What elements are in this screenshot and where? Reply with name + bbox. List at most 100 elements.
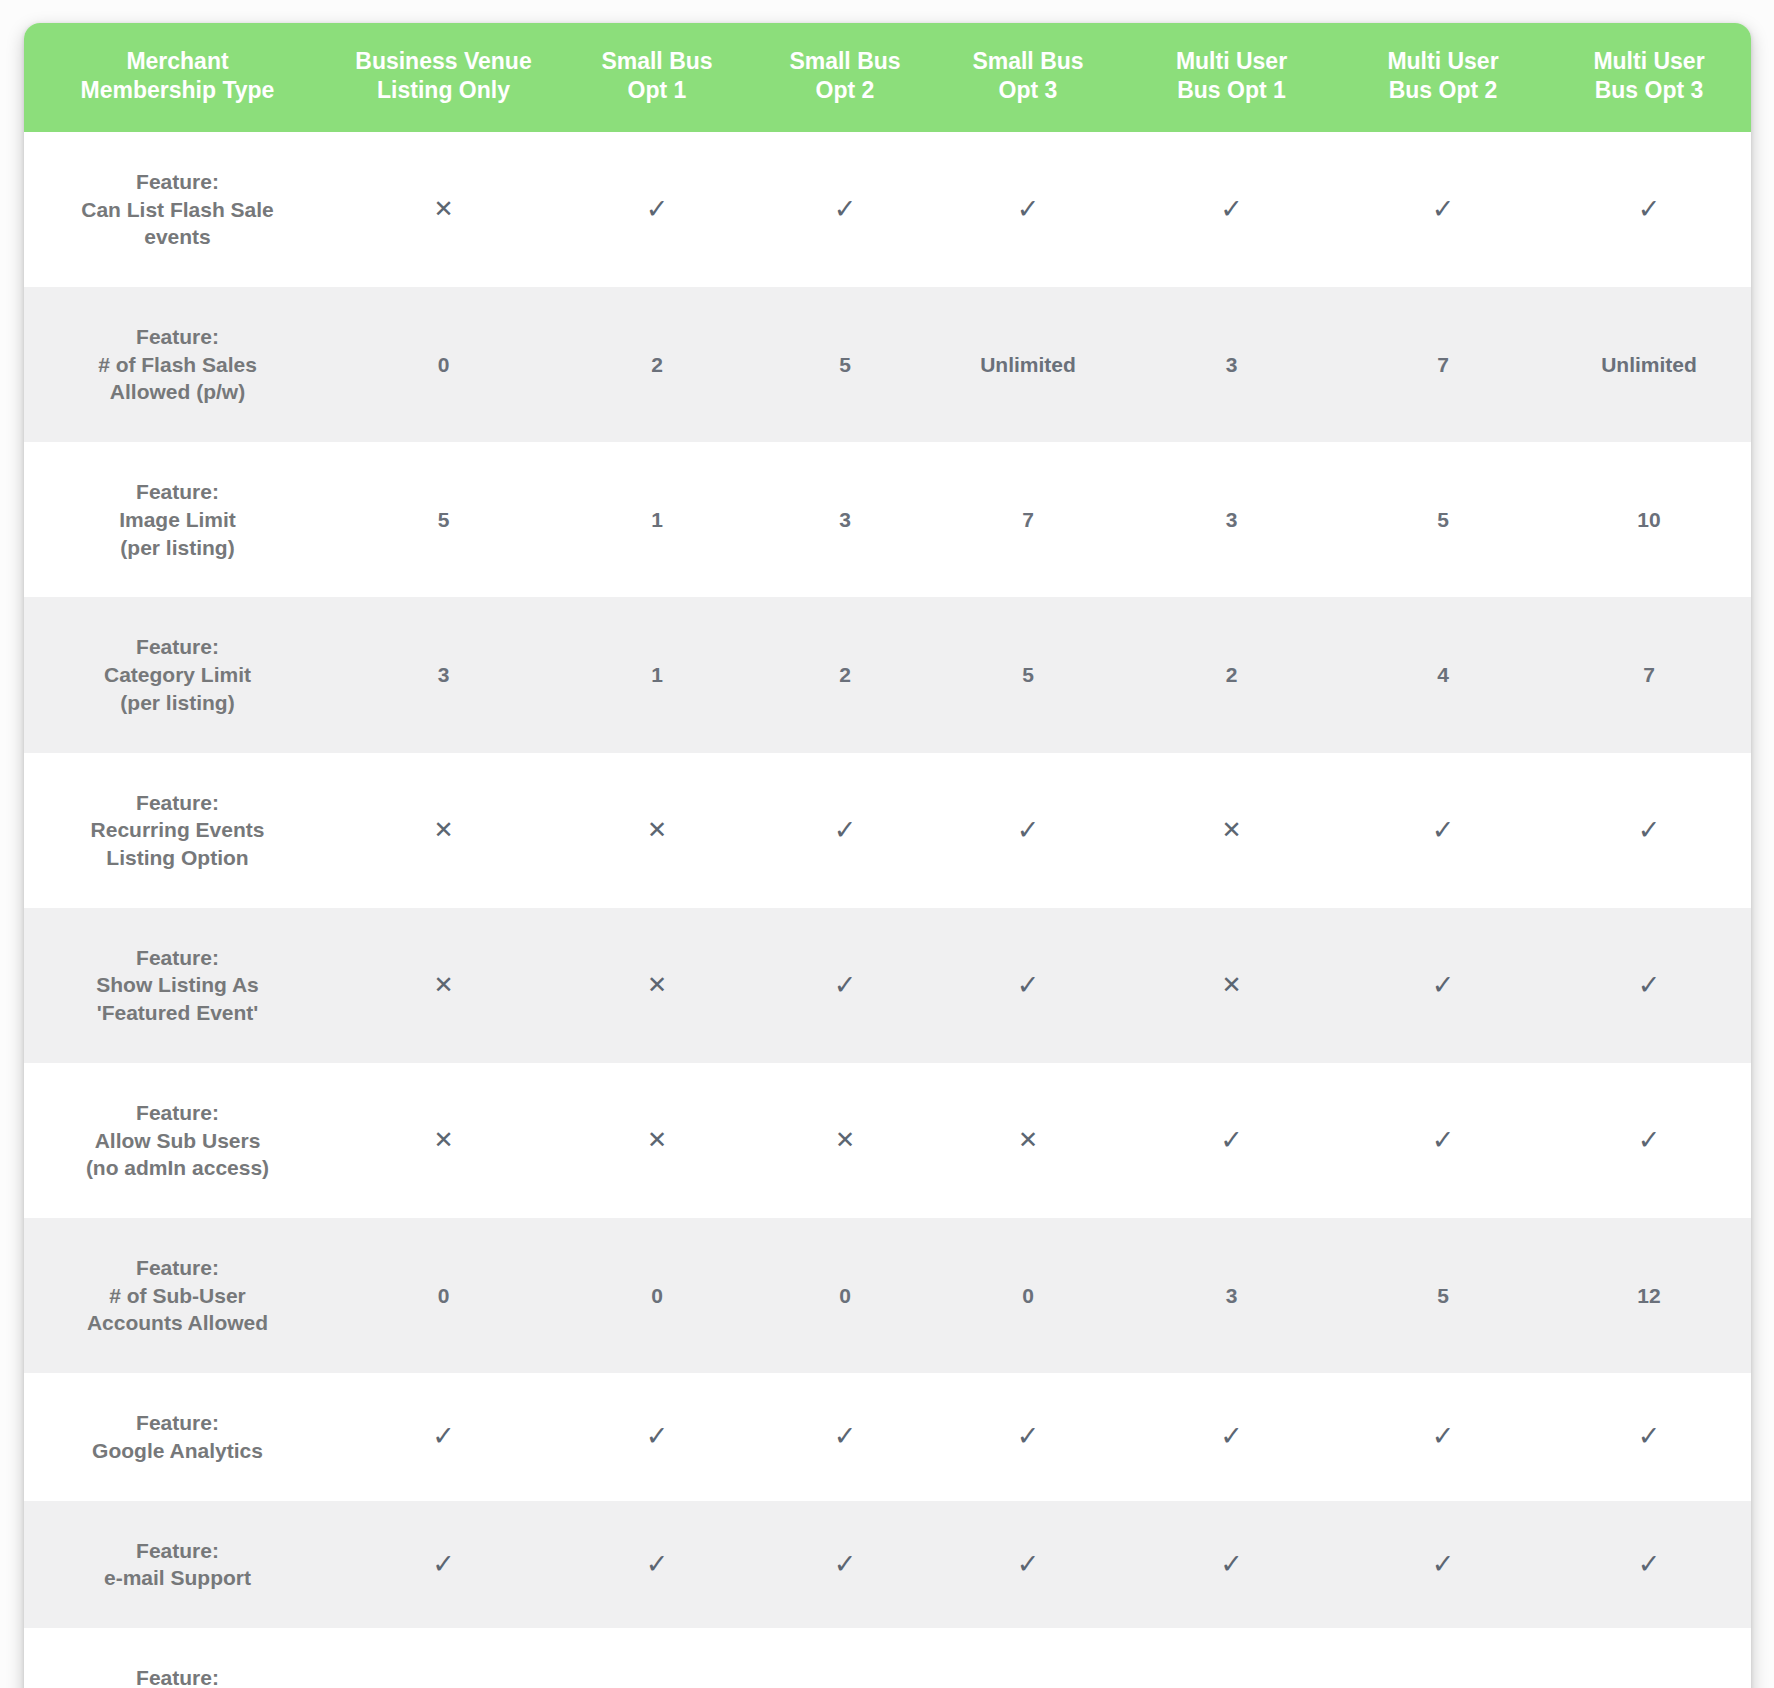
value-cell: ✕: [331, 1628, 556, 1688]
feature-label: Feature: Can List Flash Sale events: [24, 132, 331, 287]
check-icon: ✓: [1220, 1125, 1243, 1155]
value-cell: ✓: [1339, 753, 1547, 908]
value-cell: 5: [1339, 1218, 1547, 1373]
table-row: Feature: Recurring Events Listing Option…: [24, 753, 1751, 908]
check-icon: ✓: [646, 194, 669, 224]
value-cell: ✕: [556, 753, 758, 908]
check-icon: ✓: [1432, 1549, 1455, 1579]
check-icon: ✓: [834, 1549, 857, 1579]
column-header: Small Bus Opt 1: [556, 23, 758, 132]
value-cell: 5: [331, 442, 556, 597]
value-cell: ✓: [932, 1373, 1124, 1500]
cross-icon: ✕: [647, 816, 667, 843]
cross-icon: ✕: [433, 816, 453, 843]
value-cell: ✓: [1339, 1501, 1547, 1628]
value-cell: 7: [1339, 287, 1547, 442]
check-icon: ✓: [1638, 970, 1661, 1000]
table-row: Feature: Allow Sub Users (no admIn acces…: [24, 1063, 1751, 1218]
value-cell: ✓: [932, 1628, 1124, 1688]
value-cell: 7: [1547, 597, 1751, 752]
check-icon: ✓: [1220, 194, 1243, 224]
value-cell: ✓: [1339, 1373, 1547, 1500]
value-cell: ✕: [1124, 753, 1339, 908]
value-cell: ✓: [1547, 1628, 1751, 1688]
value-cell: ✓: [556, 1373, 758, 1500]
value-cell: ✓: [556, 132, 758, 287]
check-icon: ✓: [1638, 194, 1661, 224]
value-cell: ✓: [758, 132, 932, 287]
table-row: Feature: # of Sub-User Accounts Allowed0…: [24, 1218, 1751, 1373]
value-cell: 3: [1124, 442, 1339, 597]
value-cell: ✕: [331, 1063, 556, 1218]
value-cell: ✕: [331, 753, 556, 908]
value-cell: ✕: [932, 1063, 1124, 1218]
value-cell: 5: [1339, 442, 1547, 597]
value-cell: ✓: [1124, 1373, 1339, 1500]
check-icon: ✓: [646, 1421, 669, 1451]
feature-label: Feature: # of Flash Sales Allowed (p/w): [24, 287, 331, 442]
feature-label: Feature: # of Sub-User Accounts Allowed: [24, 1218, 331, 1373]
check-icon: ✓: [1220, 1421, 1243, 1451]
table-body: Feature: Can List Flash Sale events✕✓✓✓✓…: [24, 132, 1751, 1688]
value-cell: 0: [556, 1218, 758, 1373]
value-cell: 3: [758, 442, 932, 597]
table-row: Feature: Priority Ticket Support✕✕✓✓✕✓✓: [24, 1628, 1751, 1688]
value-cell: ✓: [932, 753, 1124, 908]
column-header: Multi User Bus Opt 2: [1339, 23, 1547, 132]
value-cell: ✓: [1547, 908, 1751, 1063]
value-cell: 0: [331, 1218, 556, 1373]
value-cell: ✓: [1547, 753, 1751, 908]
cross-icon: ✕: [433, 1126, 453, 1153]
column-header: Business Venue Listing Only: [331, 23, 556, 132]
value-cell: ✕: [1124, 908, 1339, 1063]
check-icon: ✓: [834, 194, 857, 224]
feature-label: Feature: Show Listing As 'Featured Event…: [24, 908, 331, 1063]
table-row: Feature: Image Limit (per listing)513735…: [24, 442, 1751, 597]
value-cell: 2: [1124, 597, 1339, 752]
value-cell: ✓: [932, 132, 1124, 287]
value-cell: ✓: [932, 1501, 1124, 1628]
value-cell: ✕: [1124, 1628, 1339, 1688]
value-cell: 0: [932, 1218, 1124, 1373]
value-cell: Unlimited: [932, 287, 1124, 442]
check-icon: ✓: [1638, 815, 1661, 845]
check-icon: ✓: [432, 1421, 455, 1451]
value-cell: 5: [932, 597, 1124, 752]
cross-icon: ✕: [433, 195, 453, 222]
check-icon: ✓: [1638, 1421, 1661, 1451]
feature-label: Feature: Image Limit (per listing): [24, 442, 331, 597]
value-cell: ✓: [932, 908, 1124, 1063]
check-icon: ✓: [1432, 815, 1455, 845]
table-row: Feature: # of Flash Sales Allowed (p/w)0…: [24, 287, 1751, 442]
value-cell: 12: [1547, 1218, 1751, 1373]
value-cell: ✓: [1339, 132, 1547, 287]
value-cell: ✓: [1547, 132, 1751, 287]
table-header: Merchant Membership TypeBusiness Venue L…: [24, 23, 1751, 132]
check-icon: ✓: [646, 1549, 669, 1579]
value-cell: ✕: [331, 132, 556, 287]
value-cell: Unlimited: [1547, 287, 1751, 442]
value-cell: ✓: [758, 1501, 932, 1628]
column-header: Multi User Bus Opt 1: [1124, 23, 1339, 132]
cross-icon: ✕: [647, 1126, 667, 1153]
column-header: Multi User Bus Opt 3: [1547, 23, 1751, 132]
check-icon: ✓: [1220, 1549, 1243, 1579]
value-cell: ✓: [1124, 1063, 1339, 1218]
feature-label: Feature: Category Limit (per listing): [24, 597, 331, 752]
table-row: Feature: Google Analytics✓✓✓✓✓✓✓: [24, 1373, 1751, 1500]
value-cell: ✕: [556, 1628, 758, 1688]
feature-label: Feature: Recurring Events Listing Option: [24, 753, 331, 908]
value-cell: ✓: [1547, 1063, 1751, 1218]
value-cell: ✕: [556, 1063, 758, 1218]
column-header: Merchant Membership Type: [24, 23, 331, 132]
membership-comparison-card: Merchant Membership TypeBusiness Venue L…: [24, 23, 1751, 1688]
feature-label: Feature: Priority Ticket Support: [24, 1628, 331, 1688]
value-cell: ✓: [758, 1628, 932, 1688]
check-icon: ✓: [1638, 1125, 1661, 1155]
value-cell: 1: [556, 442, 758, 597]
value-cell: ✕: [758, 1063, 932, 1218]
value-cell: 7: [932, 442, 1124, 597]
cross-icon: ✕: [647, 971, 667, 998]
value-cell: ✓: [1124, 132, 1339, 287]
check-icon: ✓: [1432, 1421, 1455, 1451]
